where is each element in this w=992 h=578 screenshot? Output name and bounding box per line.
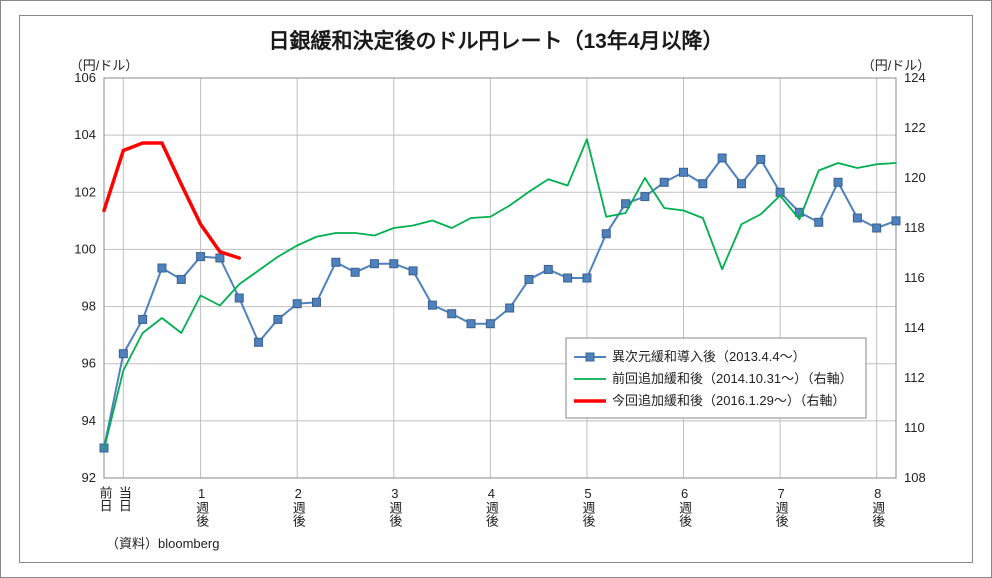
marker-s1 [351, 268, 359, 276]
svg-text:4週後: 4週後 [484, 486, 499, 527]
svg-text:1週後: 1週後 [194, 486, 209, 527]
marker-s1 [853, 214, 861, 222]
marker-s1 [641, 193, 649, 201]
svg-text:116: 116 [904, 270, 925, 285]
marker-s1 [119, 350, 127, 358]
marker-s1 [892, 217, 900, 225]
svg-text:当日: 当日 [117, 486, 132, 512]
svg-text:2週後: 2週後 [291, 486, 306, 527]
svg-text:98: 98 [82, 299, 96, 314]
marker-s1 [409, 267, 417, 275]
marker-s1 [312, 298, 320, 306]
svg-text:7週後: 7週後 [774, 486, 789, 527]
chart-title: 日銀緩和決定後のドル円レート（13年4月以降） [268, 29, 723, 53]
y-right-ticks: 108 110 112 114 116 118 120 122 124 [904, 70, 926, 485]
svg-text:6週後: 6週後 [677, 486, 692, 527]
marker-s1 [197, 253, 205, 261]
svg-text:104: 104 [74, 127, 96, 142]
marker-s1 [834, 178, 842, 186]
legend-label-s2: 前回追加緩和後（2014.10.31～）（右軸） [612, 371, 853, 386]
source-label: （資料）bloomberg [106, 536, 219, 551]
line-s3 [104, 143, 239, 258]
marker-s1 [216, 254, 224, 262]
svg-text:96: 96 [82, 356, 96, 371]
svg-text:106: 106 [74, 70, 96, 85]
chart-container: 日銀緩和決定後のドル円レート（13年4月以降）（円/ドル）（円/ドル）92949… [26, 22, 966, 556]
inner-frame: 日銀緩和決定後のドル円レート（13年4月以降）（円/ドル）（円/ドル）92949… [19, 15, 973, 563]
marker-s1 [564, 274, 572, 282]
svg-text:8週後: 8週後 [870, 486, 885, 527]
svg-text:122: 122 [904, 120, 926, 135]
y-left-ticks: 92 94 96 98 100 102 104 106 [74, 70, 96, 485]
svg-text:124: 124 [904, 70, 926, 85]
marker-s1 [293, 300, 301, 308]
marker-s1 [680, 168, 688, 176]
svg-text:100: 100 [74, 241, 96, 256]
marker-s1 [274, 315, 282, 323]
marker-s1 [139, 315, 147, 323]
svg-text:94: 94 [82, 413, 96, 428]
marker-s1 [506, 304, 514, 312]
svg-text:112: 112 [904, 370, 925, 385]
marker-s1 [660, 178, 668, 186]
marker-s1 [544, 265, 552, 273]
marker-s1 [467, 320, 475, 328]
marker-s1 [699, 180, 707, 188]
marker-s1 [583, 274, 591, 282]
marker-s1 [390, 260, 398, 268]
marker-s1 [737, 180, 745, 188]
marker-s1 [158, 264, 166, 272]
marker-s1 [255, 338, 263, 346]
legend-label-s3: 今回追加緩和後（2016.1.29～）（右軸） [612, 393, 845, 408]
marker-s1 [428, 301, 436, 309]
svg-text:120: 120 [904, 170, 926, 185]
svg-text:3週後: 3週後 [387, 486, 402, 527]
marker-s1 [332, 258, 340, 266]
svg-text:110: 110 [904, 420, 925, 435]
svg-text:108: 108 [904, 470, 926, 485]
svg-text:前日: 前日 [98, 485, 113, 512]
marker-s1 [815, 218, 823, 226]
marker-s1 [177, 275, 185, 283]
marker-s1 [757, 155, 765, 163]
marker-s1 [235, 294, 243, 302]
chart-svg: 日銀緩和決定後のドル円レート（13年4月以降）（円/ドル）（円/ドル）92949… [26, 22, 966, 556]
marker-s1 [602, 230, 610, 238]
x-ticks: 前日当日 1週後 2週後 3週後 4週後 5週後 6週後 7週後 8週後 [98, 485, 886, 527]
outer-frame: 日銀緩和決定後のドル円レート（13年4月以降）（円/ドル）（円/ドル）92949… [0, 0, 992, 578]
svg-text:118: 118 [904, 220, 925, 235]
legend: 異次元緩和導入後（2013.4.4～） 前回追加緩和後（2014.10.31～）（… [566, 338, 866, 418]
svg-text:5週後: 5週後 [580, 486, 595, 527]
marker-s1 [486, 320, 494, 328]
svg-text:114: 114 [904, 320, 925, 335]
marker-s1 [718, 154, 726, 162]
svg-text:102: 102 [74, 184, 96, 199]
legend-label-s1: 異次元緩和導入後（2013.4.4～） [612, 349, 806, 364]
marker-s1 [525, 275, 533, 283]
marker-s1 [448, 310, 456, 318]
marker-s1 [370, 260, 378, 268]
svg-text:92: 92 [82, 470, 96, 485]
marker-s1 [873, 224, 881, 232]
